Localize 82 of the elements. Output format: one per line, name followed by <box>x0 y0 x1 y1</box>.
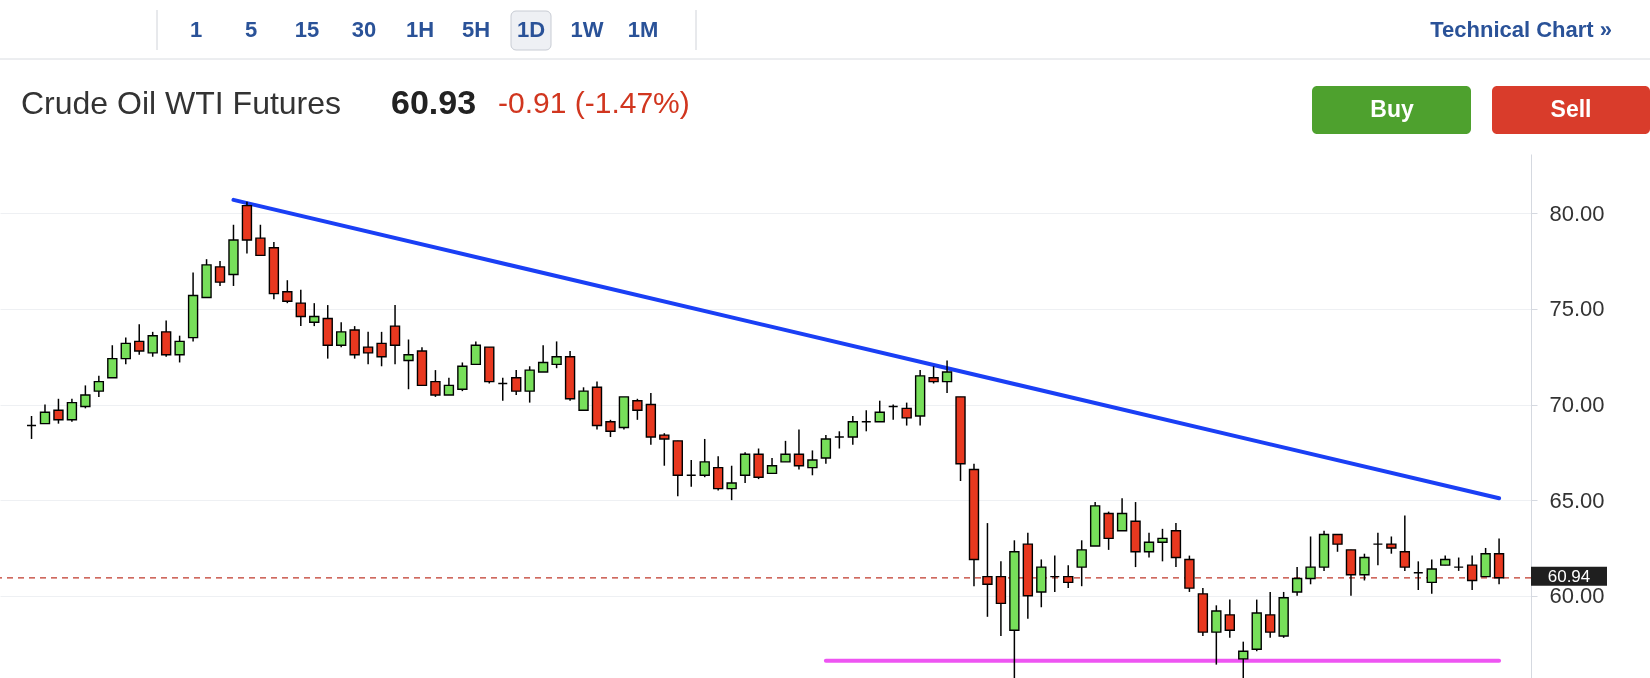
candlestick <box>1305 535 1316 586</box>
candlestick <box>282 279 293 304</box>
candlestick <box>376 331 387 368</box>
candlestick <box>1426 558 1437 595</box>
candlestick <box>1264 591 1276 639</box>
candlestick <box>1480 547 1491 578</box>
candlestick <box>511 369 522 396</box>
candlestick <box>457 361 468 392</box>
candlestick <box>470 340 482 366</box>
candlestick <box>389 304 401 366</box>
candlestick <box>793 428 805 471</box>
candlestick <box>53 398 64 425</box>
candlestick <box>147 331 158 358</box>
candlestick <box>1157 528 1168 563</box>
candlestick <box>847 415 859 446</box>
candlestick <box>551 340 562 369</box>
y-tick-label: 60.00 <box>1549 583 1605 609</box>
candlestick <box>1359 552 1370 582</box>
candlestick <box>1466 554 1478 591</box>
candlestick <box>632 398 643 421</box>
candlestick <box>255 224 266 257</box>
candlestick <box>160 319 172 358</box>
text: Buy <box>1370 96 1414 122</box>
candlestick <box>820 434 832 465</box>
candlestick <box>80 384 91 410</box>
candlestick <box>403 338 414 390</box>
candlestick <box>578 386 589 412</box>
y-tick-label: 80.00 <box>1549 200 1605 226</box>
candlestick <box>134 323 145 356</box>
candlestick <box>1063 564 1074 589</box>
text: -0.91 (-1.47%) <box>498 86 690 119</box>
candlestick <box>1224 598 1235 639</box>
candlestick <box>524 365 535 404</box>
candlestick <box>739 451 751 484</box>
chart-title: Crude Oil WTI Futures <box>21 85 342 121</box>
text: Technical Chart » <box>1430 17 1612 42</box>
candlestick <box>107 344 118 379</box>
text: 30 <box>351 17 377 42</box>
candlestick <box>537 344 549 373</box>
candlestick <box>780 440 791 463</box>
candlestick <box>214 260 226 287</box>
candlestick <box>26 415 37 440</box>
candlestick <box>807 449 818 477</box>
candlestick <box>901 401 912 427</box>
candlestick <box>1399 514 1411 572</box>
chart-subtitle: 60.93 <box>391 83 477 121</box>
text: 5H <box>461 17 491 42</box>
text: 1D <box>516 17 546 42</box>
y-tick-label: 65.00 <box>1549 487 1605 513</box>
candlestick <box>659 432 670 467</box>
text: 1W <box>570 17 604 42</box>
candlestick <box>1076 539 1087 587</box>
candlestick <box>726 464 737 501</box>
candlestick <box>1238 640 1249 678</box>
y-tick-label: 75.00 <box>1549 296 1605 322</box>
candlestick <box>120 336 131 366</box>
text: Sell <box>1550 96 1592 122</box>
candlestick <box>941 359 953 394</box>
ref-line-label: 60.94 <box>1547 566 1591 586</box>
candlestick <box>335 321 347 348</box>
candlestick <box>874 399 885 423</box>
text: 1M <box>627 17 659 42</box>
candlestick <box>430 369 441 398</box>
candlestick <box>1291 566 1303 597</box>
candlestick <box>699 438 710 478</box>
candlestick <box>93 375 105 398</box>
candlestick <box>309 302 320 327</box>
text: 15 <box>294 17 320 42</box>
candlestick <box>1116 497 1128 532</box>
candlestick <box>712 455 724 492</box>
text: 5 <box>244 17 258 42</box>
candlestick <box>753 447 764 480</box>
text: 1H <box>405 17 435 42</box>
y-tick-label: 70.00 <box>1549 392 1605 418</box>
candlestick <box>66 398 78 423</box>
candlestick <box>174 334 185 364</box>
candlestick <box>362 331 374 366</box>
candlestick <box>39 403 51 425</box>
candlestick <box>295 289 306 327</box>
candlestick <box>1211 604 1222 666</box>
candlestick <box>982 522 993 618</box>
text: 1 <box>189 17 203 42</box>
